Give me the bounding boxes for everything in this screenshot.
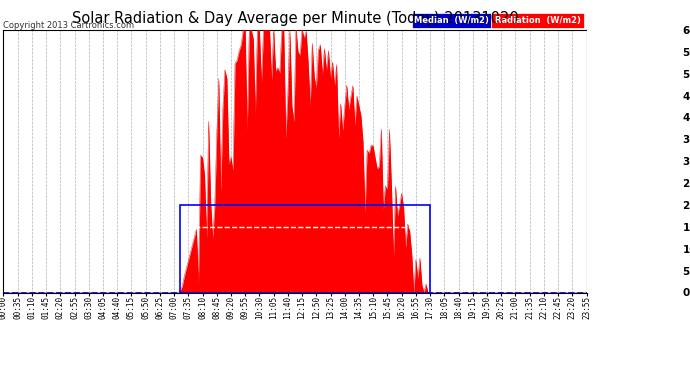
Text: Radiation  (W/m2): Radiation (W/m2) [495, 16, 580, 25]
Bar [180, 205, 430, 292]
Text: Copyright 2013 Cartronics.com: Copyright 2013 Cartronics.com [3, 21, 135, 30]
Text: Median  (W/m2): Median (W/m2) [414, 16, 489, 25]
Text: Solar Radiation & Day Average per Minute (Today) 20131020: Solar Radiation & Day Average per Minute… [72, 11, 518, 26]
